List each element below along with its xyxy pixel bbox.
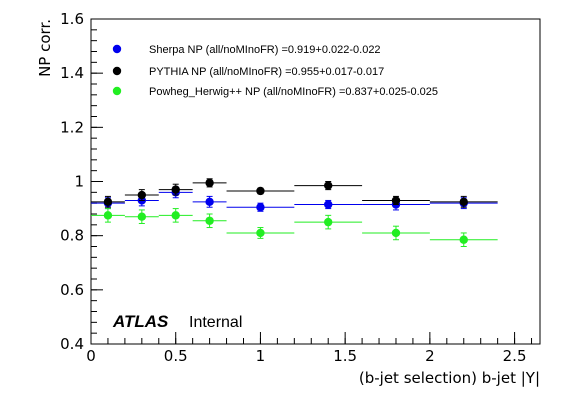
- data-point: [256, 186, 265, 196]
- data-point: [256, 228, 265, 238]
- y-tick-label: 1.6: [60, 10, 84, 28]
- data-series: [91, 178, 498, 247]
- x-axis-label: (b-jet selection) b-jet |Y|: [359, 369, 540, 387]
- data-point: [137, 212, 147, 221]
- legend-marker: [112, 66, 122, 76]
- x-tick-label: 2: [425, 347, 435, 365]
- data-point: [391, 196, 401, 205]
- legend-marker: [112, 86, 122, 96]
- x-tick-label: 1: [256, 347, 266, 365]
- data-point: [256, 203, 265, 212]
- x-tick-label: 1.5: [333, 347, 357, 365]
- legend-marker: [112, 44, 122, 54]
- data-point: [137, 190, 147, 200]
- legend: Sherpa NP (all/noMInoFR) =0.919+0.022-0.…: [112, 44, 438, 98]
- data-point: [391, 228, 401, 238]
- data-point: [205, 178, 214, 188]
- data-point: [459, 197, 468, 207]
- data-point: [103, 197, 113, 207]
- data-point: [103, 211, 113, 220]
- data-point: [205, 216, 214, 225]
- y-tick-label: 1.4: [60, 64, 84, 82]
- data-point: [459, 235, 468, 244]
- x-tick-label: 0.5: [164, 347, 188, 365]
- data-point: [171, 185, 180, 194]
- internal-label: Internal: [189, 314, 242, 331]
- axis-ticks: [90, 18, 533, 345]
- data-point: [171, 211, 180, 220]
- x-tick-label: 0: [86, 347, 96, 365]
- y-tick-label: 1: [74, 173, 84, 191]
- legend-entry: PYTHIA NP (all/noMInoFR) =0.955+0.017-0.…: [149, 66, 384, 78]
- y-tick-label: 0.4: [60, 335, 84, 353]
- y-tick-label: 0.6: [60, 281, 84, 299]
- data-point: [324, 181, 333, 190]
- y-axis-label: NP corr.: [36, 19, 54, 77]
- legend-entry: Powheg_Herwig++ NP (all/noMInoFR) =0.837…: [149, 86, 438, 98]
- series-2: [91, 208, 498, 247]
- atlas-label: ATLAS: [112, 312, 169, 331]
- tick-labels: 0.4 0.6 0.8 1 1.2 1.4 1.6 0 0.5 1 1.5 2 2.5: [60, 10, 526, 365]
- y-tick-label: 0.8: [60, 227, 84, 245]
- x-tick-label: 2.5: [503, 347, 527, 365]
- legend-entry: Sherpa NP (all/noMInoFR) =0.919+0.022-0.…: [149, 44, 381, 56]
- data-point: [324, 200, 333, 209]
- y-tick-label: 1.2: [60, 118, 84, 136]
- data-point: [205, 197, 214, 207]
- data-point: [324, 217, 333, 227]
- series-1: [91, 178, 498, 208]
